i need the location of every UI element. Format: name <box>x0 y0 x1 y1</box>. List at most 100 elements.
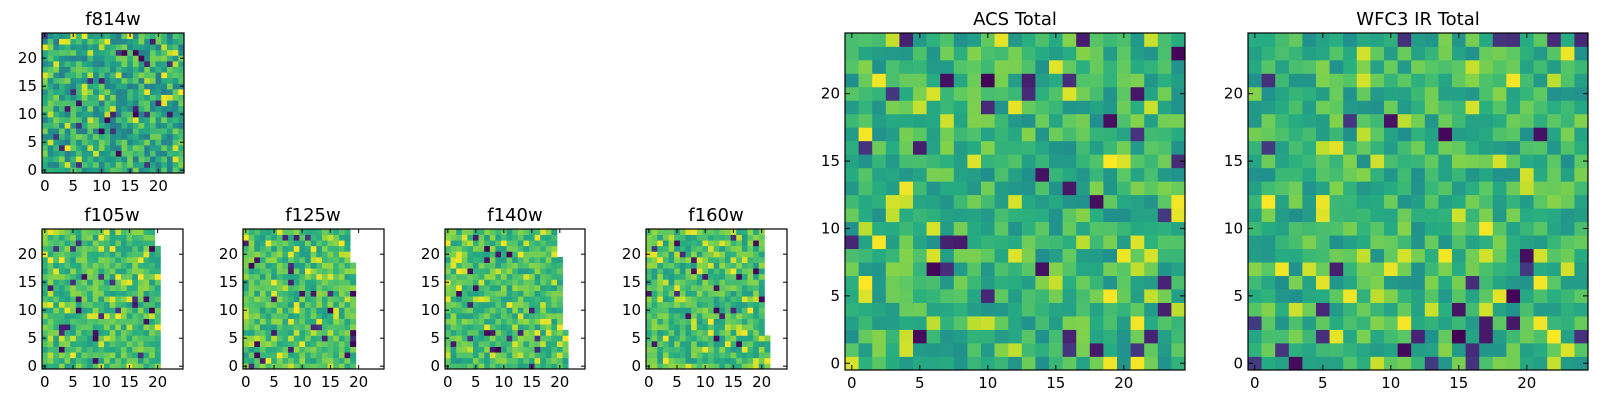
heatmap-cell <box>299 357 306 364</box>
heatmap-cell <box>758 251 765 258</box>
heatmap-cell <box>104 156 111 163</box>
heatmap-cell <box>1547 316 1562 330</box>
heatmap-cell <box>143 307 150 314</box>
heatmap-cell <box>702 335 709 342</box>
heatmap-cell <box>484 273 491 280</box>
heatmap-cell <box>248 245 255 252</box>
heatmap-cell <box>758 341 765 347</box>
heatmap-cell <box>138 83 145 90</box>
heatmap-cell <box>736 318 743 325</box>
heatmap-cell <box>1452 33 1466 47</box>
heatmap-cell <box>747 307 754 314</box>
heatmap-cell <box>1479 181 1494 196</box>
heatmap-cell <box>545 285 552 291</box>
heatmap-cell <box>143 341 150 347</box>
heatmap-cell <box>110 61 117 67</box>
heatmap-cell <box>254 313 261 319</box>
heatmap-cell <box>87 94 94 101</box>
heatmap-cell <box>143 279 150 286</box>
heatmap-cell <box>1302 46 1317 61</box>
heatmap-cell <box>845 46 859 61</box>
heatmap-cell <box>75 329 82 336</box>
heatmap-cell <box>104 296 111 303</box>
heatmap-cell <box>254 240 261 247</box>
heatmap-cell <box>149 128 156 135</box>
heatmap-cell <box>127 55 134 62</box>
heatmap-cell <box>1356 167 1371 182</box>
heatmap-cell <box>473 318 479 325</box>
heatmap-cell <box>1261 113 1276 128</box>
heatmap-cell <box>1157 113 1172 128</box>
heatmap-cell <box>1343 167 1358 182</box>
heatmap-cell <box>126 268 133 275</box>
heatmap-cell <box>282 341 289 347</box>
heatmap-cell <box>940 221 955 236</box>
heatmap-cell <box>506 329 513 336</box>
heatmap-cell <box>81 122 88 129</box>
heatmap-cell <box>724 251 731 258</box>
heatmap-cell <box>1343 33 1358 47</box>
heatmap-cell <box>940 100 955 115</box>
heatmap-cell <box>59 49 66 56</box>
heatmap-cell <box>70 44 77 51</box>
heatmap-cell <box>333 352 340 359</box>
heatmap-cell <box>1424 208 1439 223</box>
heatmap-cell <box>736 341 743 347</box>
heatmap-cell <box>259 318 266 325</box>
heatmap-cell <box>467 363 474 370</box>
heatmap-cell <box>713 301 720 308</box>
heatmap-cell <box>691 257 698 263</box>
heatmap-cell <box>98 357 105 364</box>
heatmap-cell <box>115 307 122 314</box>
heatmap-cell <box>265 251 272 258</box>
heatmap-cell <box>127 161 134 168</box>
heatmap-cell <box>1574 235 1589 250</box>
heatmap-cell <box>753 352 760 359</box>
heatmap-cell <box>529 301 535 308</box>
heatmap-cell <box>1560 235 1575 250</box>
heatmap-cell <box>461 262 468 269</box>
heatmap-cell <box>1021 127 1036 142</box>
heatmap-cell <box>1035 329 1050 344</box>
heatmap-cell <box>679 273 686 280</box>
heatmap-cell <box>445 341 451 347</box>
heatmap-cell <box>1089 194 1104 209</box>
heatmap-cell <box>719 301 726 308</box>
heatmap-cell <box>1171 235 1186 250</box>
heatmap-cell <box>70 100 77 107</box>
heatmap-cell <box>562 346 569 353</box>
heatmap-cell <box>512 285 519 291</box>
heatmap-cell <box>730 346 737 353</box>
heatmap-cell <box>53 83 60 90</box>
heatmap-cell <box>59 145 66 151</box>
heatmap-cell <box>1465 235 1480 250</box>
heatmap-cell <box>1103 262 1118 276</box>
heatmap-cell <box>1547 208 1562 223</box>
heatmap-cell <box>316 352 323 359</box>
heatmap-cell <box>70 251 77 258</box>
heatmap-cell <box>685 329 692 336</box>
heatmap-cell <box>64 313 71 319</box>
heatmap-cell <box>484 318 491 325</box>
heatmap-cell <box>321 234 328 241</box>
heatmap-cell <box>747 268 754 275</box>
heatmap-cell <box>1452 356 1466 371</box>
heatmap-cell <box>53 55 60 62</box>
heatmap-cell <box>691 285 698 291</box>
heatmap-cell <box>484 290 491 297</box>
heatmap-cell <box>913 275 927 290</box>
heatmap-cell <box>478 307 485 314</box>
x-tick-label: 10 <box>92 177 111 195</box>
heatmap-cell <box>76 49 83 56</box>
heatmap-cell <box>484 324 491 331</box>
heatmap-cell <box>254 329 261 336</box>
heatmap-cell <box>753 313 760 319</box>
heatmap-cell <box>730 234 737 241</box>
heatmap-cell <box>137 329 144 336</box>
heatmap-cell <box>523 307 530 314</box>
heatmap-cell <box>551 329 558 336</box>
heatmap-cell <box>154 285 161 291</box>
heatmap-cell <box>327 296 334 303</box>
heatmap-cell <box>484 229 491 235</box>
heatmap-cell <box>1560 73 1575 88</box>
